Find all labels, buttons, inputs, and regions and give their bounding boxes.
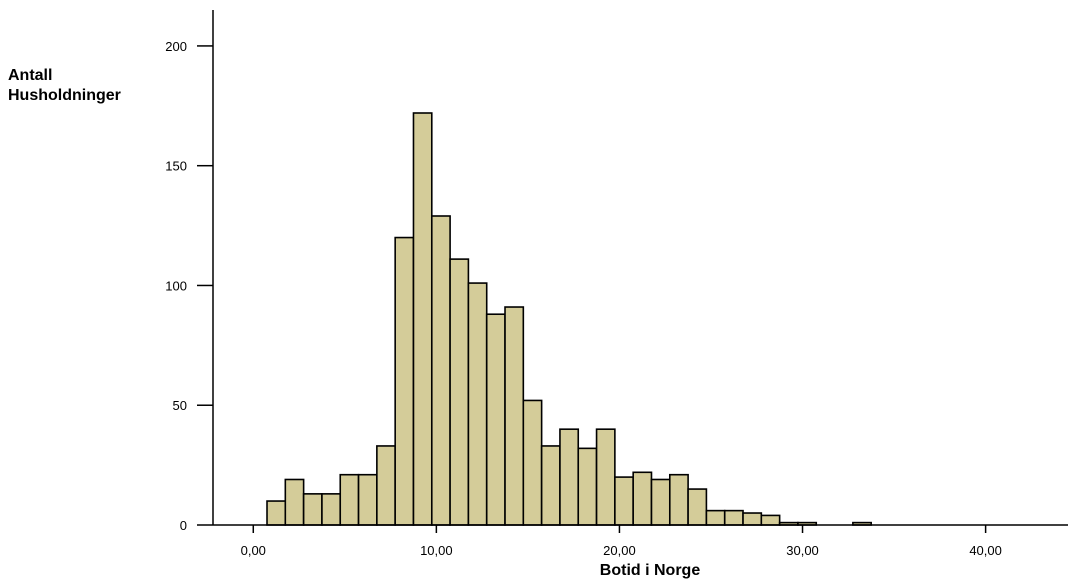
histogram-bar bbox=[742, 512, 763, 526]
histogram-bar bbox=[467, 282, 488, 526]
axes bbox=[197, 10, 1068, 533]
histogram-bar bbox=[705, 509, 726, 526]
histogram-bar bbox=[559, 428, 580, 526]
histogram-bar bbox=[339, 473, 360, 526]
histogram-bars bbox=[266, 112, 872, 526]
histogram-bar bbox=[723, 509, 744, 526]
histogram-bar bbox=[614, 476, 634, 526]
x-tick-label: 0,00 bbox=[241, 543, 266, 558]
histogram-bar bbox=[302, 493, 323, 526]
y-axis-label-line-2: Husholdninger bbox=[8, 87, 121, 104]
histogram-bar bbox=[595, 428, 616, 526]
histogram-bar bbox=[266, 500, 287, 526]
histogram-bar bbox=[394, 236, 415, 526]
histogram-bar bbox=[485, 313, 506, 526]
histogram-bar bbox=[284, 478, 305, 526]
histogram-bar bbox=[577, 447, 598, 526]
y-axis-label-line-1: Antall bbox=[8, 67, 53, 84]
histogram-bar bbox=[504, 306, 525, 526]
x-axis-label: Botid i Norge bbox=[599, 562, 701, 579]
y-tick-label: 50 bbox=[173, 398, 187, 413]
histogram-bar bbox=[412, 112, 433, 526]
histogram-bar bbox=[449, 258, 470, 526]
histogram-bar bbox=[321, 493, 342, 526]
histogram-bar bbox=[540, 445, 561, 526]
x-tick-label: 30,00 bbox=[786, 543, 819, 558]
histogram-bar bbox=[357, 473, 378, 526]
tick-labels: 0 50 100 150 200 0,00 10,00 20,00 30,00 40,00 bbox=[165, 39, 1002, 558]
histogram-bar bbox=[522, 399, 543, 526]
x-tick-label: 20,00 bbox=[603, 543, 636, 558]
histogram-bar bbox=[650, 478, 671, 526]
y-tick-label: 150 bbox=[165, 159, 187, 174]
y-tick-label: 200 bbox=[165, 39, 187, 54]
y-axis-label: Antall Husholdninger bbox=[8, 66, 121, 106]
x-tick-label: 40,00 bbox=[969, 543, 1002, 558]
histogram-bar bbox=[760, 514, 781, 526]
histogram-bar bbox=[668, 473, 689, 526]
y-tick-label: 100 bbox=[165, 278, 187, 293]
y-tick-label: 0 bbox=[180, 518, 187, 533]
histogram-bar bbox=[430, 215, 451, 526]
histogram-bar bbox=[687, 488, 708, 526]
histogram-bar bbox=[632, 471, 653, 526]
x-tick-label: 10,00 bbox=[420, 543, 453, 558]
histogram-bar bbox=[376, 445, 396, 526]
